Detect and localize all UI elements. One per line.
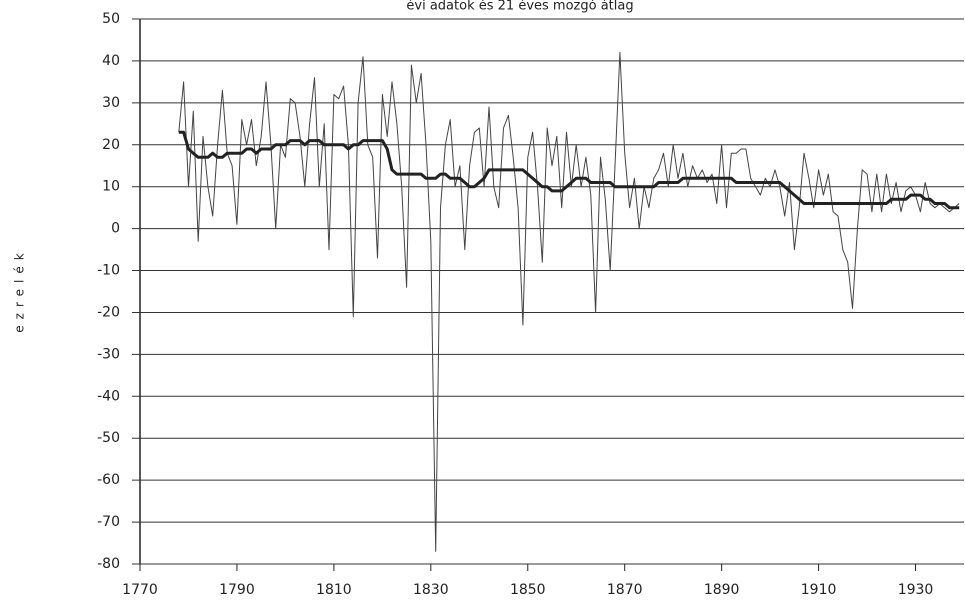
- y-tick-label: -60: [97, 472, 120, 488]
- y-tick-label: 40: [102, 53, 120, 69]
- x-tick-label: 1890: [704, 582, 740, 598]
- x-tick-label: 1790: [219, 582, 255, 598]
- series-line: [178, 52, 960, 552]
- chart-title: évi adatok és 21 éves mozgó átlag: [406, 0, 633, 14]
- y-tick-label: 20: [102, 137, 120, 153]
- y-tick-label: -40: [97, 388, 120, 404]
- y-tick-label: -10: [97, 263, 120, 279]
- y-tick-label: 10: [102, 179, 120, 195]
- y-tick-label: -80: [97, 556, 120, 572]
- x-tick-label: 1810: [316, 582, 352, 598]
- x-tick-label: 1910: [801, 582, 837, 598]
- x-tick-label: 1830: [413, 582, 449, 598]
- y-axis-label: ezrelék: [13, 247, 27, 332]
- y-tick-label: 50: [102, 11, 120, 27]
- y-tick-label: -20: [97, 304, 120, 320]
- x-tick-label: 1770: [122, 582, 158, 598]
- y-tick-label: 30: [102, 95, 120, 111]
- x-tick-label: 1930: [898, 582, 934, 598]
- x-tick-label: 1850: [510, 582, 546, 598]
- x-tick-label: 1870: [607, 582, 643, 598]
- y-tick-label: -50: [97, 430, 120, 446]
- series-line: [178, 130, 960, 210]
- y-tick-label: 0: [111, 221, 120, 237]
- y-tick-label: -30: [97, 346, 120, 362]
- y-tick-label: -70: [97, 514, 120, 530]
